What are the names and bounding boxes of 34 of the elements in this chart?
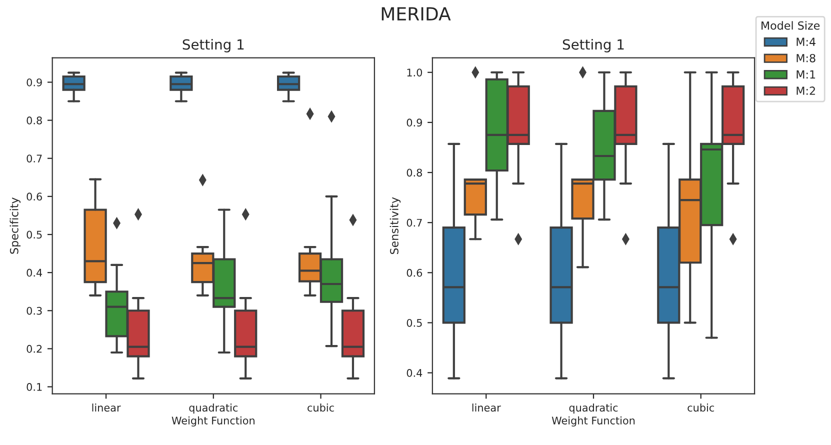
- y-tick-label: 0.4: [26, 268, 42, 277]
- y-tick-label: 0.9: [26, 78, 42, 86]
- y-tick-label: 0.3: [26, 306, 42, 315]
- y-tick-label: 1.0: [407, 68, 422, 76]
- y-axis-title: Specificity: [10, 198, 21, 254]
- y-axis-title: Sensitivity: [390, 197, 401, 254]
- y-tick-label: 0.4: [406, 369, 422, 377]
- y-tick-label: 0.6: [406, 268, 422, 277]
- x-tick-label: linear: [472, 404, 501, 412]
- text: MERIDA: [382, 7, 451, 20]
- y-tick-label: 0.8: [26, 116, 42, 124]
- x-axis-title: Weight Function: [172, 416, 254, 426]
- x-tick-label: cubic: [688, 404, 714, 412]
- x-axis-title: Weight Function: [552, 416, 635, 426]
- y-tick-label: 0.5: [406, 318, 422, 327]
- x-tick-label: quadratic: [189, 404, 238, 414]
- legend-title: Model Size: [762, 21, 820, 30]
- x-tick-label: quadratic: [569, 404, 618, 414]
- legend-label: M:4: [796, 38, 816, 46]
- x-tick-label: linear: [92, 404, 121, 412]
- y-tick-label: 0.9: [406, 118, 422, 127]
- legend-label: M:1: [796, 70, 816, 78]
- y-tick-label: 0.1: [26, 383, 42, 391]
- y-tick-label: 0.2: [26, 344, 42, 353]
- chart-title: Setting 1: [562, 38, 624, 52]
- chart-title: Setting 1: [182, 38, 244, 52]
- legend-label: M:2: [796, 86, 815, 95]
- legend-label: M:8: [796, 54, 816, 62]
- x-tick-label: cubic: [308, 404, 334, 412]
- y-tick-label: 0.7: [406, 218, 422, 227]
- y-tick-label: 0.7: [26, 154, 42, 162]
- y-tick-label: 0.6: [26, 192, 42, 201]
- y-tick-label: 0.8: [406, 168, 422, 177]
- y-tick-label: 0.5: [26, 230, 42, 239]
